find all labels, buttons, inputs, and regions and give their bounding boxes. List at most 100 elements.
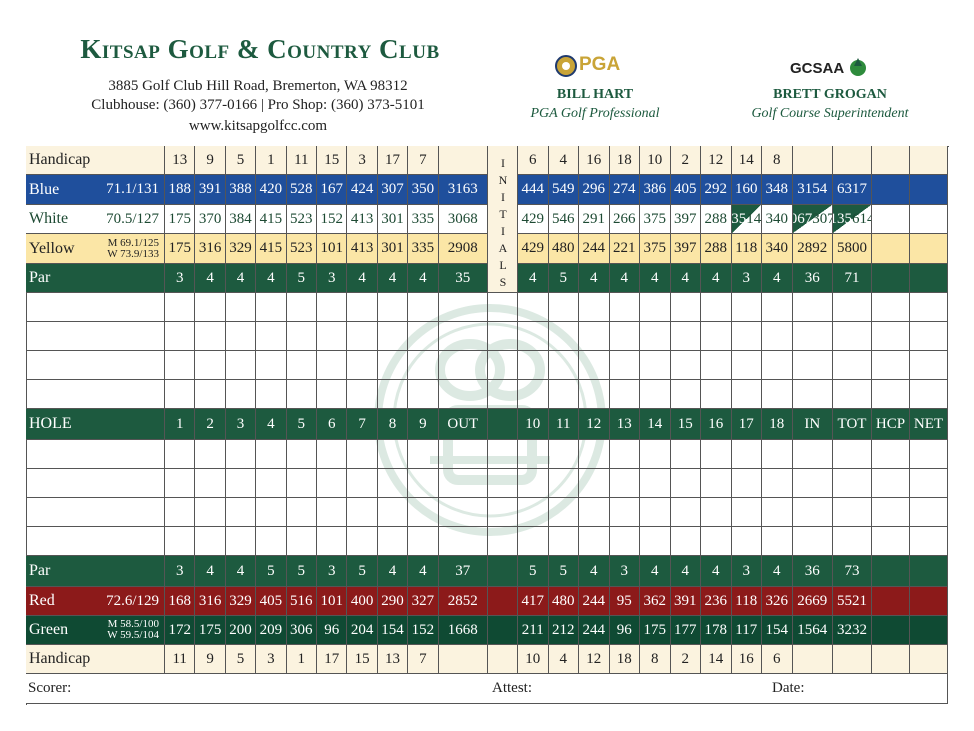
score-cell: 244 <box>579 587 610 616</box>
blank-cell <box>488 527 518 556</box>
score-cell: 4 <box>579 264 610 293</box>
blank-cell <box>731 351 762 380</box>
blank-cell <box>910 205 948 234</box>
score-cell: 4 <box>640 556 671 587</box>
score-cell: 16 <box>731 645 762 674</box>
blank-cell <box>488 351 518 380</box>
score-cell: 167 <box>317 175 348 205</box>
blank-cell <box>579 440 610 469</box>
blank-cell <box>609 380 640 409</box>
blank-cell <box>640 380 671 409</box>
blank-cell <box>910 440 948 469</box>
blank-cell <box>833 645 872 674</box>
blank-cell <box>408 293 439 322</box>
blank-cell <box>165 527 196 556</box>
score-cell: 384 <box>225 205 257 234</box>
blank-cell <box>792 469 833 498</box>
blank-cell <box>438 322 488 351</box>
attest-label: Attest: <box>492 680 532 696</box>
blank-cell <box>347 322 378 351</box>
blank-cell <box>792 527 833 556</box>
blank-cell <box>165 351 196 380</box>
blank-cell <box>488 587 518 616</box>
blank-cell <box>910 322 948 351</box>
blank-cell <box>548 293 579 322</box>
score-cell: 3 <box>731 556 762 587</box>
blank-cell <box>731 469 762 498</box>
blank-cell <box>872 234 910 264</box>
score-cell: 329 <box>225 587 257 616</box>
row-label-cell: White 70.5/127 <box>26 205 165 234</box>
score-cell: 5 <box>225 146 257 175</box>
row-label: Yellow <box>29 239 75 257</box>
score-cell: 101 <box>317 234 348 264</box>
score-cell: 3 <box>347 146 378 175</box>
score-cell: 3068 <box>438 205 488 234</box>
score-cell: 327 <box>408 587 439 616</box>
score-cell: 2852 <box>438 587 488 616</box>
score-cell: 335 <box>408 234 439 264</box>
initials-cell: INITIALS <box>488 146 518 293</box>
score-cell: 429 <box>518 234 549 264</box>
row-label-cell: HOLE <box>26 409 165 440</box>
score-cell: 5 <box>548 556 579 587</box>
blank-cell <box>347 440 378 469</box>
blank-cell <box>762 498 793 527</box>
score-cell: 340 <box>762 234 793 264</box>
score-cell: 13 <box>377 645 409 674</box>
blank-cell <box>488 556 518 587</box>
score-cell: 73 <box>833 556 872 587</box>
blank-cell <box>286 322 317 351</box>
score-cell: 3 <box>317 264 348 293</box>
rating: 72.6/129 <box>106 592 159 609</box>
score-cell: 5 <box>256 556 287 587</box>
score-cell: 172 <box>165 616 196 645</box>
footer-row <box>26 674 948 704</box>
score-cell: 307 <box>377 175 409 205</box>
blank-cell <box>438 351 488 380</box>
score-cell: 9 <box>195 645 226 674</box>
score-cell: 16 <box>701 409 732 440</box>
score-cell: 386 <box>640 175 671 205</box>
score-cell: 12 <box>579 409 610 440</box>
score-cell: 2669 <box>792 587 833 616</box>
row-label: Blue <box>29 180 60 198</box>
blank-cell <box>225 440 257 469</box>
score-cell: NET <box>910 409 948 440</box>
score-cell: 350 <box>408 175 439 205</box>
score-cell: 5 <box>286 264 317 293</box>
blank-cell <box>762 527 793 556</box>
blank-cell <box>488 498 518 527</box>
score-cell: 4 <box>408 264 439 293</box>
score-cell: 4 <box>408 556 439 587</box>
blank-cell <box>26 440 165 469</box>
score-cell: 10 <box>640 146 671 175</box>
row-label-cell: Par <box>26 556 165 587</box>
row-label: Par <box>29 562 51 579</box>
blank-cell <box>609 469 640 498</box>
score-cell: 4 <box>762 556 793 587</box>
score-cell: 236 <box>701 587 732 616</box>
blank-cell <box>488 380 518 409</box>
blank-cell <box>910 380 948 409</box>
score-cell: 18 <box>609 146 640 175</box>
row-label-cell: Yellow M 69.1/125 W 73.9/133 <box>26 234 165 264</box>
blank-cell <box>377 322 409 351</box>
blank-cell <box>609 527 640 556</box>
blank-cell <box>165 380 196 409</box>
score-cell: 397 <box>670 234 701 264</box>
blank-cell <box>872 440 910 469</box>
score-cell: 290 <box>377 587 409 616</box>
score-cell: 288 <box>701 205 732 234</box>
row-label: Handicap <box>29 151 91 168</box>
score-cell: 316 <box>195 234 226 264</box>
score-cell: 14 <box>701 645 732 674</box>
blank-cell <box>26 322 165 351</box>
score-cell: 175 <box>640 616 671 645</box>
score-cell: 212 <box>548 616 579 645</box>
blank-cell <box>347 498 378 527</box>
blank-cell <box>731 440 762 469</box>
score-cell: 204 <box>347 616 378 645</box>
score-cell: 4 <box>256 409 287 440</box>
blank-cell <box>377 293 409 322</box>
